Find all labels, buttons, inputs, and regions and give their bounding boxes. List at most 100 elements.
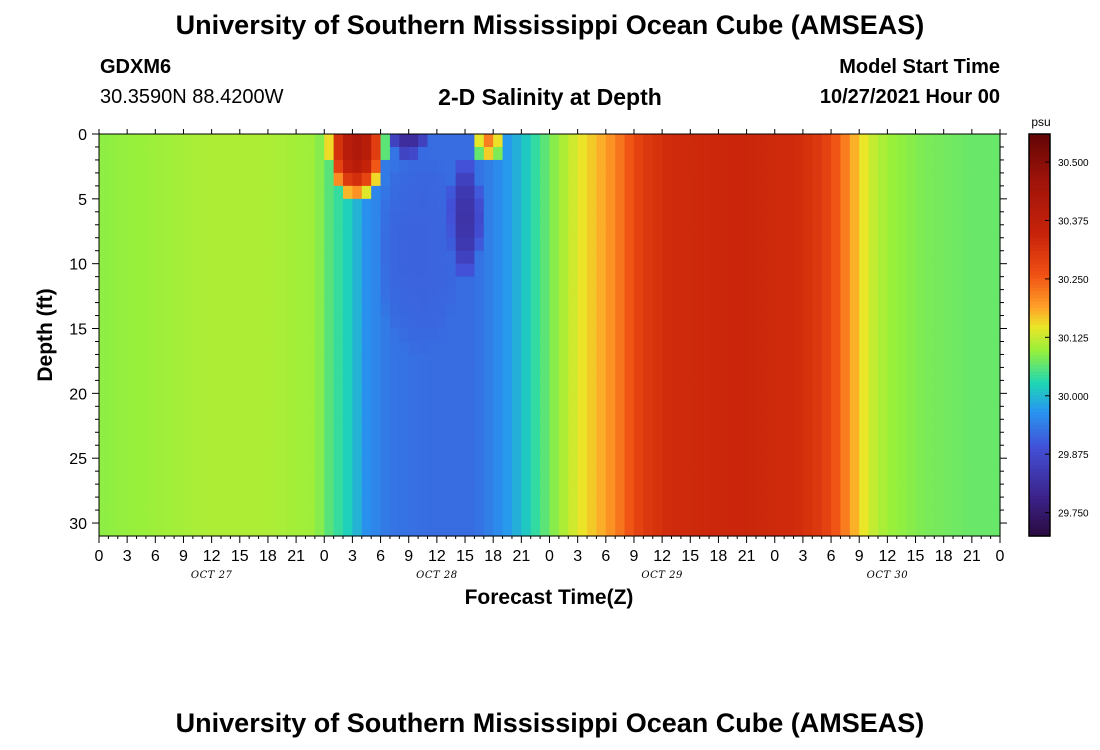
heatmap-cell [690,445,701,459]
heatmap-cell [483,263,494,278]
heatmap-cell [605,302,616,317]
heatmap-cell [333,328,344,343]
heatmap-cell [652,276,663,291]
heatmap-cell [418,250,429,265]
heatmap-cell [267,484,278,498]
heatmap-cell [709,146,720,161]
heatmap-cell [633,146,644,161]
heatmap-cell [887,134,898,148]
heatmap-cell [662,458,673,472]
heatmap-cell [643,134,654,148]
heatmap-cell [174,263,185,278]
heatmap-cell [962,471,973,485]
heatmap-cell [117,185,128,200]
heatmap-cell [784,471,795,485]
x-tick-label: 18 [935,548,953,565]
heatmap-cell [840,432,851,446]
heatmap-cell [915,146,926,161]
heatmap-cell [943,146,954,161]
heatmap-cell [981,224,992,239]
heatmap-cell [465,224,476,239]
heatmap-cell [887,406,898,420]
heatmap-cell [249,328,260,343]
heatmap-cell [343,302,354,317]
heatmap-cell [587,445,598,459]
colorbar-segment [1029,532,1050,537]
heatmap-cell [934,146,945,161]
heatmap-cell [314,289,325,304]
heatmap-cell [117,367,128,381]
heatmap-cell [887,497,898,511]
heatmap-cell [389,146,400,161]
heatmap-cell [117,289,128,304]
colorbar-segment [1029,442,1050,447]
heatmap-cell [924,302,935,317]
colorbar-segment [1029,402,1050,406]
heatmap-cell [662,380,673,394]
heatmap-cell [183,263,194,278]
heatmap-cell [953,380,964,394]
x-tick-label: 21 [287,548,305,565]
heatmap-cell [314,406,325,420]
heatmap-cell [774,393,785,407]
heatmap-cell [662,393,673,407]
heatmap-cell [136,146,147,161]
heatmap-cell [793,237,804,252]
heatmap-cell [427,263,438,278]
heatmap-cell [202,185,213,200]
heatmap-cell [249,471,260,485]
heatmap-cell [286,484,297,498]
heatmap-cell [202,315,213,330]
heatmap-cell [230,198,241,213]
heatmap-cell [746,134,757,148]
heatmap-cell [192,211,203,226]
heatmap-cell [540,367,551,381]
heatmap-cell [868,380,879,394]
heatmap-cell [352,523,363,537]
heatmap-cell [305,341,316,356]
heatmap-cell [737,146,748,161]
heatmap-cell [840,458,851,472]
heatmap-cell [755,341,766,356]
heatmap-cell [680,134,691,148]
heatmap-cell [549,523,560,537]
heatmap-cell [511,354,522,369]
heatmap-cell [333,198,344,213]
heatmap-cell [690,523,701,537]
heatmap-cell [117,523,128,537]
heatmap-cell [849,211,860,226]
heatmap-cell [99,354,109,369]
heatmap-cell [887,276,898,291]
heatmap-cell [671,289,682,304]
heatmap-cell [821,380,832,394]
heatmap-cell [408,458,419,472]
heatmap-cell [680,328,691,343]
heatmap-cell [530,211,541,226]
heatmap-cell [680,380,691,394]
heatmap-cell [755,419,766,433]
heatmap-cell [258,432,269,446]
heatmap-cell [859,172,870,187]
heatmap-cell [446,354,457,369]
heatmap-cell [343,354,354,369]
heatmap-cell [624,471,635,485]
heatmap-cell [943,185,954,200]
heatmap-cell [643,367,654,381]
heatmap-cell [727,315,738,330]
heatmap-cell [239,328,250,343]
heatmap-cell [934,237,945,252]
heatmap-cell [361,445,372,459]
heatmap-cell [277,471,288,485]
heatmap-cell [211,134,222,148]
colorbar-segment [1029,509,1050,514]
heatmap-cell [680,341,691,356]
heatmap-cell [877,471,888,485]
heatmap-cell [305,276,316,291]
heatmap-cell [784,380,795,394]
heatmap-cell [765,315,776,330]
heatmap-cell [333,146,344,161]
heatmap-cell [962,484,973,498]
heatmap-cell [361,185,372,200]
heatmap-cell [971,432,982,446]
heatmap-cell [296,289,307,304]
